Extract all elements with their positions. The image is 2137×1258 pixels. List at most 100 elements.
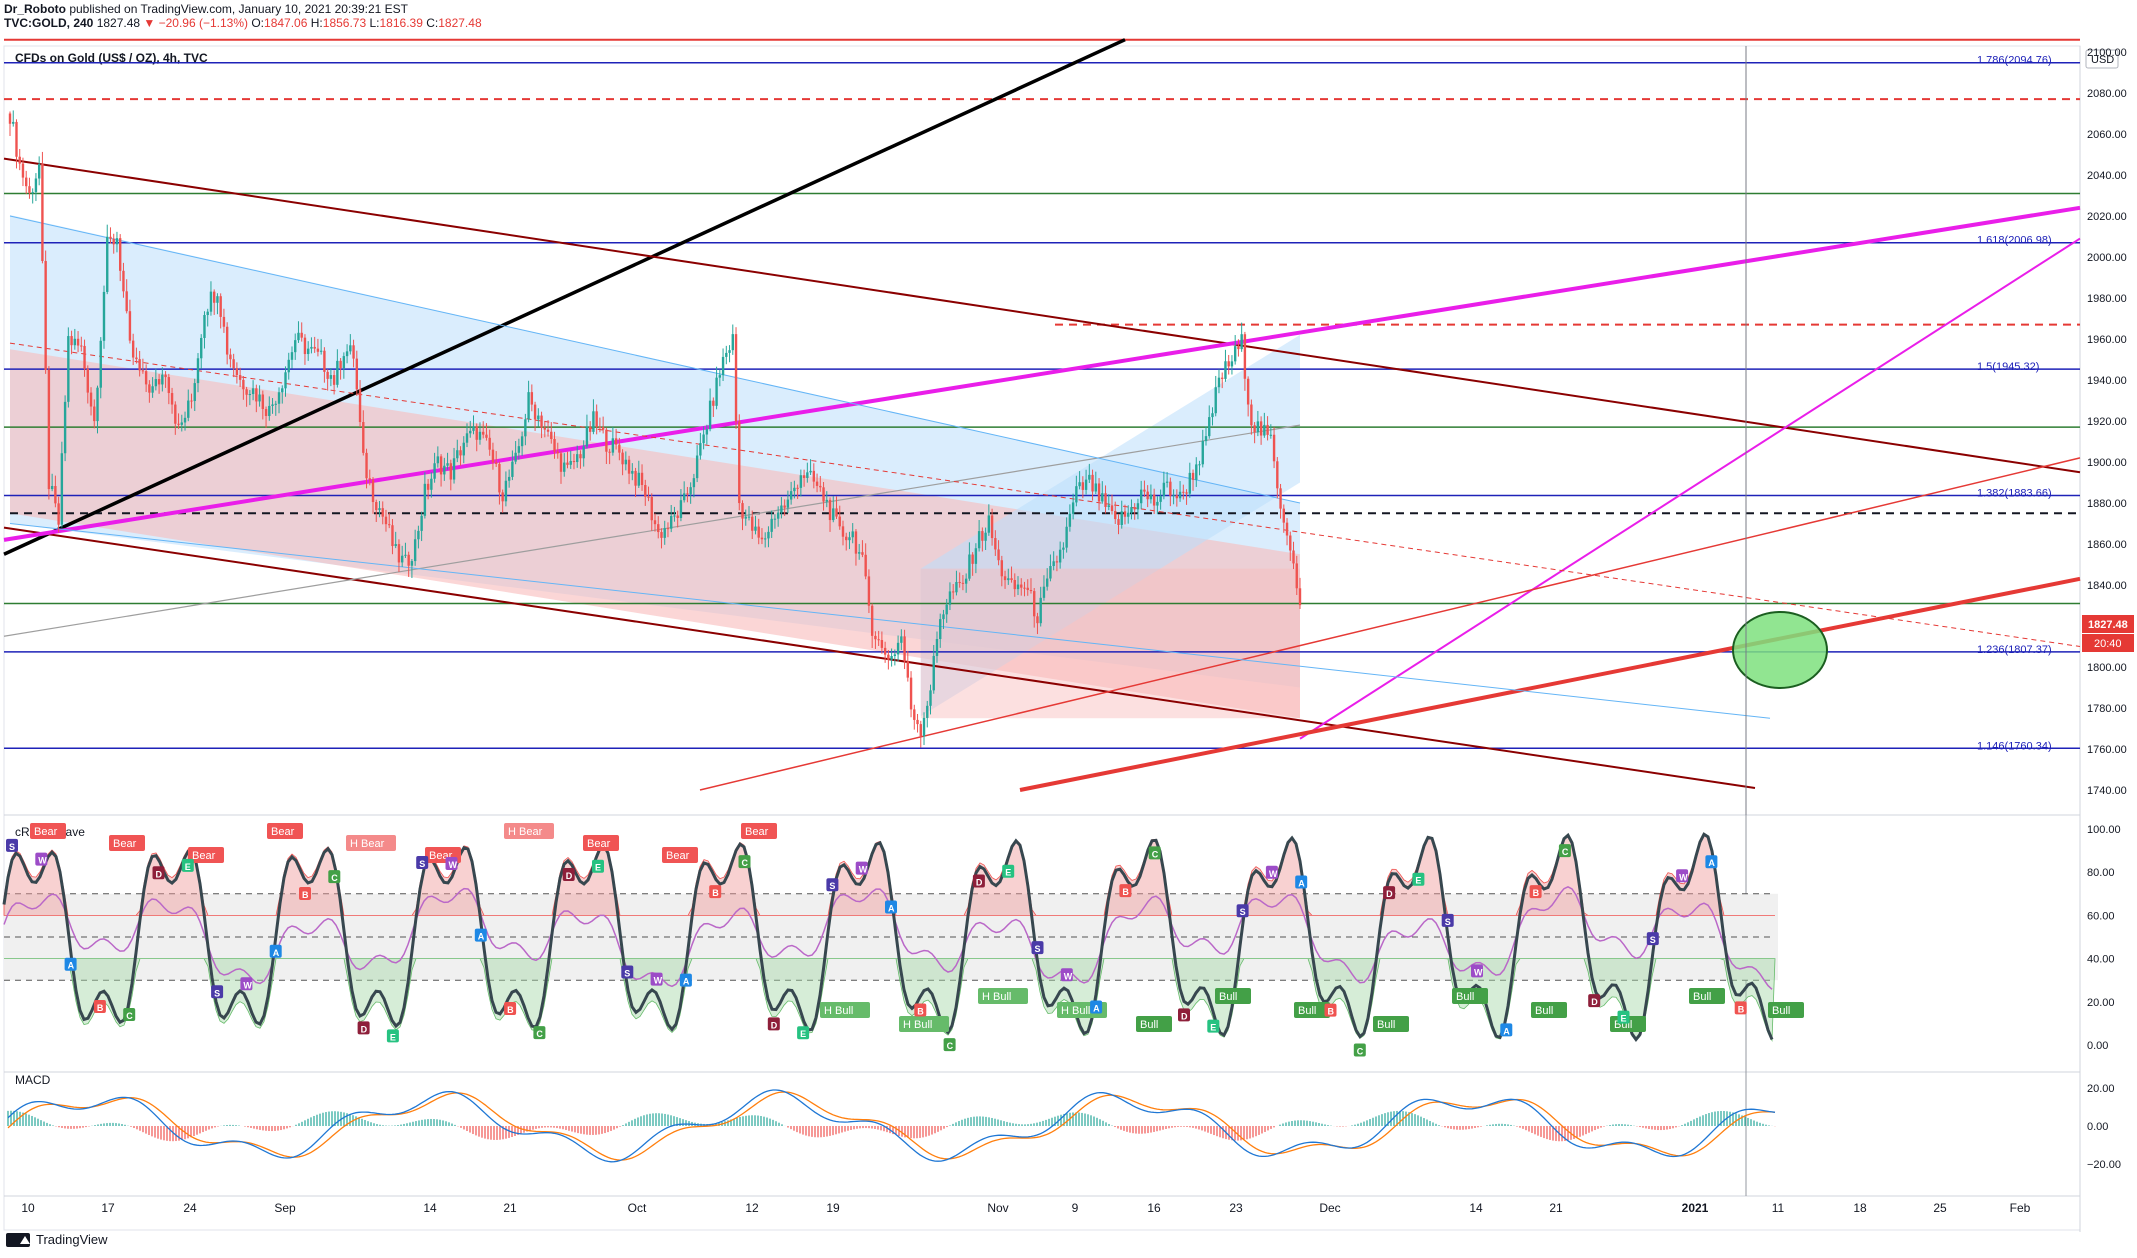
candle-body [533,404,537,420]
tradingview-logo[interactable]: TradingView [6,1232,108,1247]
candle-body [948,591,952,605]
candle-body [420,515,423,531]
high-label: H: [307,16,323,30]
wave-letter: E [1621,1014,1627,1024]
candle-body [50,486,54,490]
wave-letter: A [1708,858,1715,868]
candle-body [255,388,258,402]
candle-body [903,636,906,662]
candle-body [193,383,196,402]
wave-letter: B [712,888,719,898]
wave-letter: C [1562,847,1569,857]
candle-body [504,480,508,502]
candle-body [507,476,511,481]
macd-tick-label: −20.00 [2087,1159,2121,1171]
candle-body [974,548,978,564]
rsi-marker-bg [899,1016,949,1032]
last-price-text: 1827.48 [2088,619,2128,631]
author-name[interactable]: Dr_Roboto [4,2,66,16]
candle-body [1058,549,1062,563]
wave-letter-bg [679,973,692,987]
candle-body [825,499,828,502]
wave-letter-bg [64,957,77,971]
currency-box[interactable] [2085,49,2119,69]
candle-body [1285,522,1289,536]
candle-body [757,526,760,538]
wave-letter-bg [650,972,663,986]
candle-body [287,359,290,373]
candle-body [99,340,102,388]
wave-letter: E [1005,868,1011,878]
candle-body [352,345,355,359]
last-price-badge [2082,615,2134,633]
candle-body [563,462,566,472]
candle-body [738,421,741,504]
candle-body [290,352,294,360]
wave-letter: S [829,881,835,891]
candle-body [666,528,670,530]
candle-body [705,429,709,435]
candle-body [1068,513,1072,527]
candle-body [1042,586,1046,598]
candle-body [501,492,504,502]
candle-body [1127,512,1130,517]
candle-body [459,450,462,456]
candle-body [8,113,12,124]
wave-letter-bg [562,867,575,881]
rsi-marker-label: Bear [192,850,216,862]
candle-body [1279,488,1282,509]
candle-body [1233,346,1237,362]
candle-body [21,163,25,178]
candle-body [345,351,349,357]
candle-body [874,635,877,640]
candle-body [371,479,375,503]
price-tick-label: 1900.00 [2087,457,2127,469]
rsi-marker-bg [978,988,1028,1004]
candle-body [1198,464,1201,466]
candle-body [968,554,971,579]
chart-canvas[interactable]: CFDs on Gold (US$ / OZ), 4h, TVC USD 210… [0,0,2137,1232]
candle-body [744,516,747,519]
candle-body [734,334,738,422]
candle-body [93,406,96,422]
candle-body [1081,482,1085,490]
wave-letter-bg [533,1026,546,1040]
wave-letter-bg [943,1038,956,1052]
time-tick-label: 19 [826,1201,840,1215]
candle-body [1065,526,1068,548]
candle-body [1062,547,1065,550]
candle-body [977,531,981,549]
candle-body [381,508,384,517]
rsi-marker-label: Bull [1219,991,1237,1003]
candle-body [144,371,148,385]
candle-body [1071,502,1075,514]
ohlc-line: TVC:GOLD, 240 1827.48 ▼ −20.96 (−1.13%) … [4,16,482,30]
candle-body [699,443,702,456]
price-tick-label: 1980.00 [2087,293,2127,305]
rsi-marker-label: Bear [34,826,58,838]
time-tick-label: Dec [1319,1201,1340,1215]
candle-body [462,442,465,456]
wave-letter-bg [386,1029,399,1043]
candle-body [47,369,51,490]
candle-body [264,409,268,416]
wave-letter: C [331,873,338,883]
rsi-marker-bg [1136,1016,1172,1032]
wave-letter: S [1650,935,1656,945]
blue-channel-bottom [9,523,1771,719]
candle-body [867,576,871,606]
candle-body [443,465,446,475]
rsi-marker-bg [1768,1002,1804,1018]
candle-body [614,438,618,445]
candle-body [1246,378,1250,405]
candle-body [430,478,433,490]
candle-body [585,426,589,447]
candle-body [712,400,715,406]
candle-body [1172,495,1175,497]
time-tick-label: 10 [21,1201,35,1215]
candle-body [663,528,666,538]
candle-body [647,496,650,498]
rsi-marker-bg [30,823,66,839]
wave-letter: D [771,1020,778,1030]
candle-body [41,163,44,262]
